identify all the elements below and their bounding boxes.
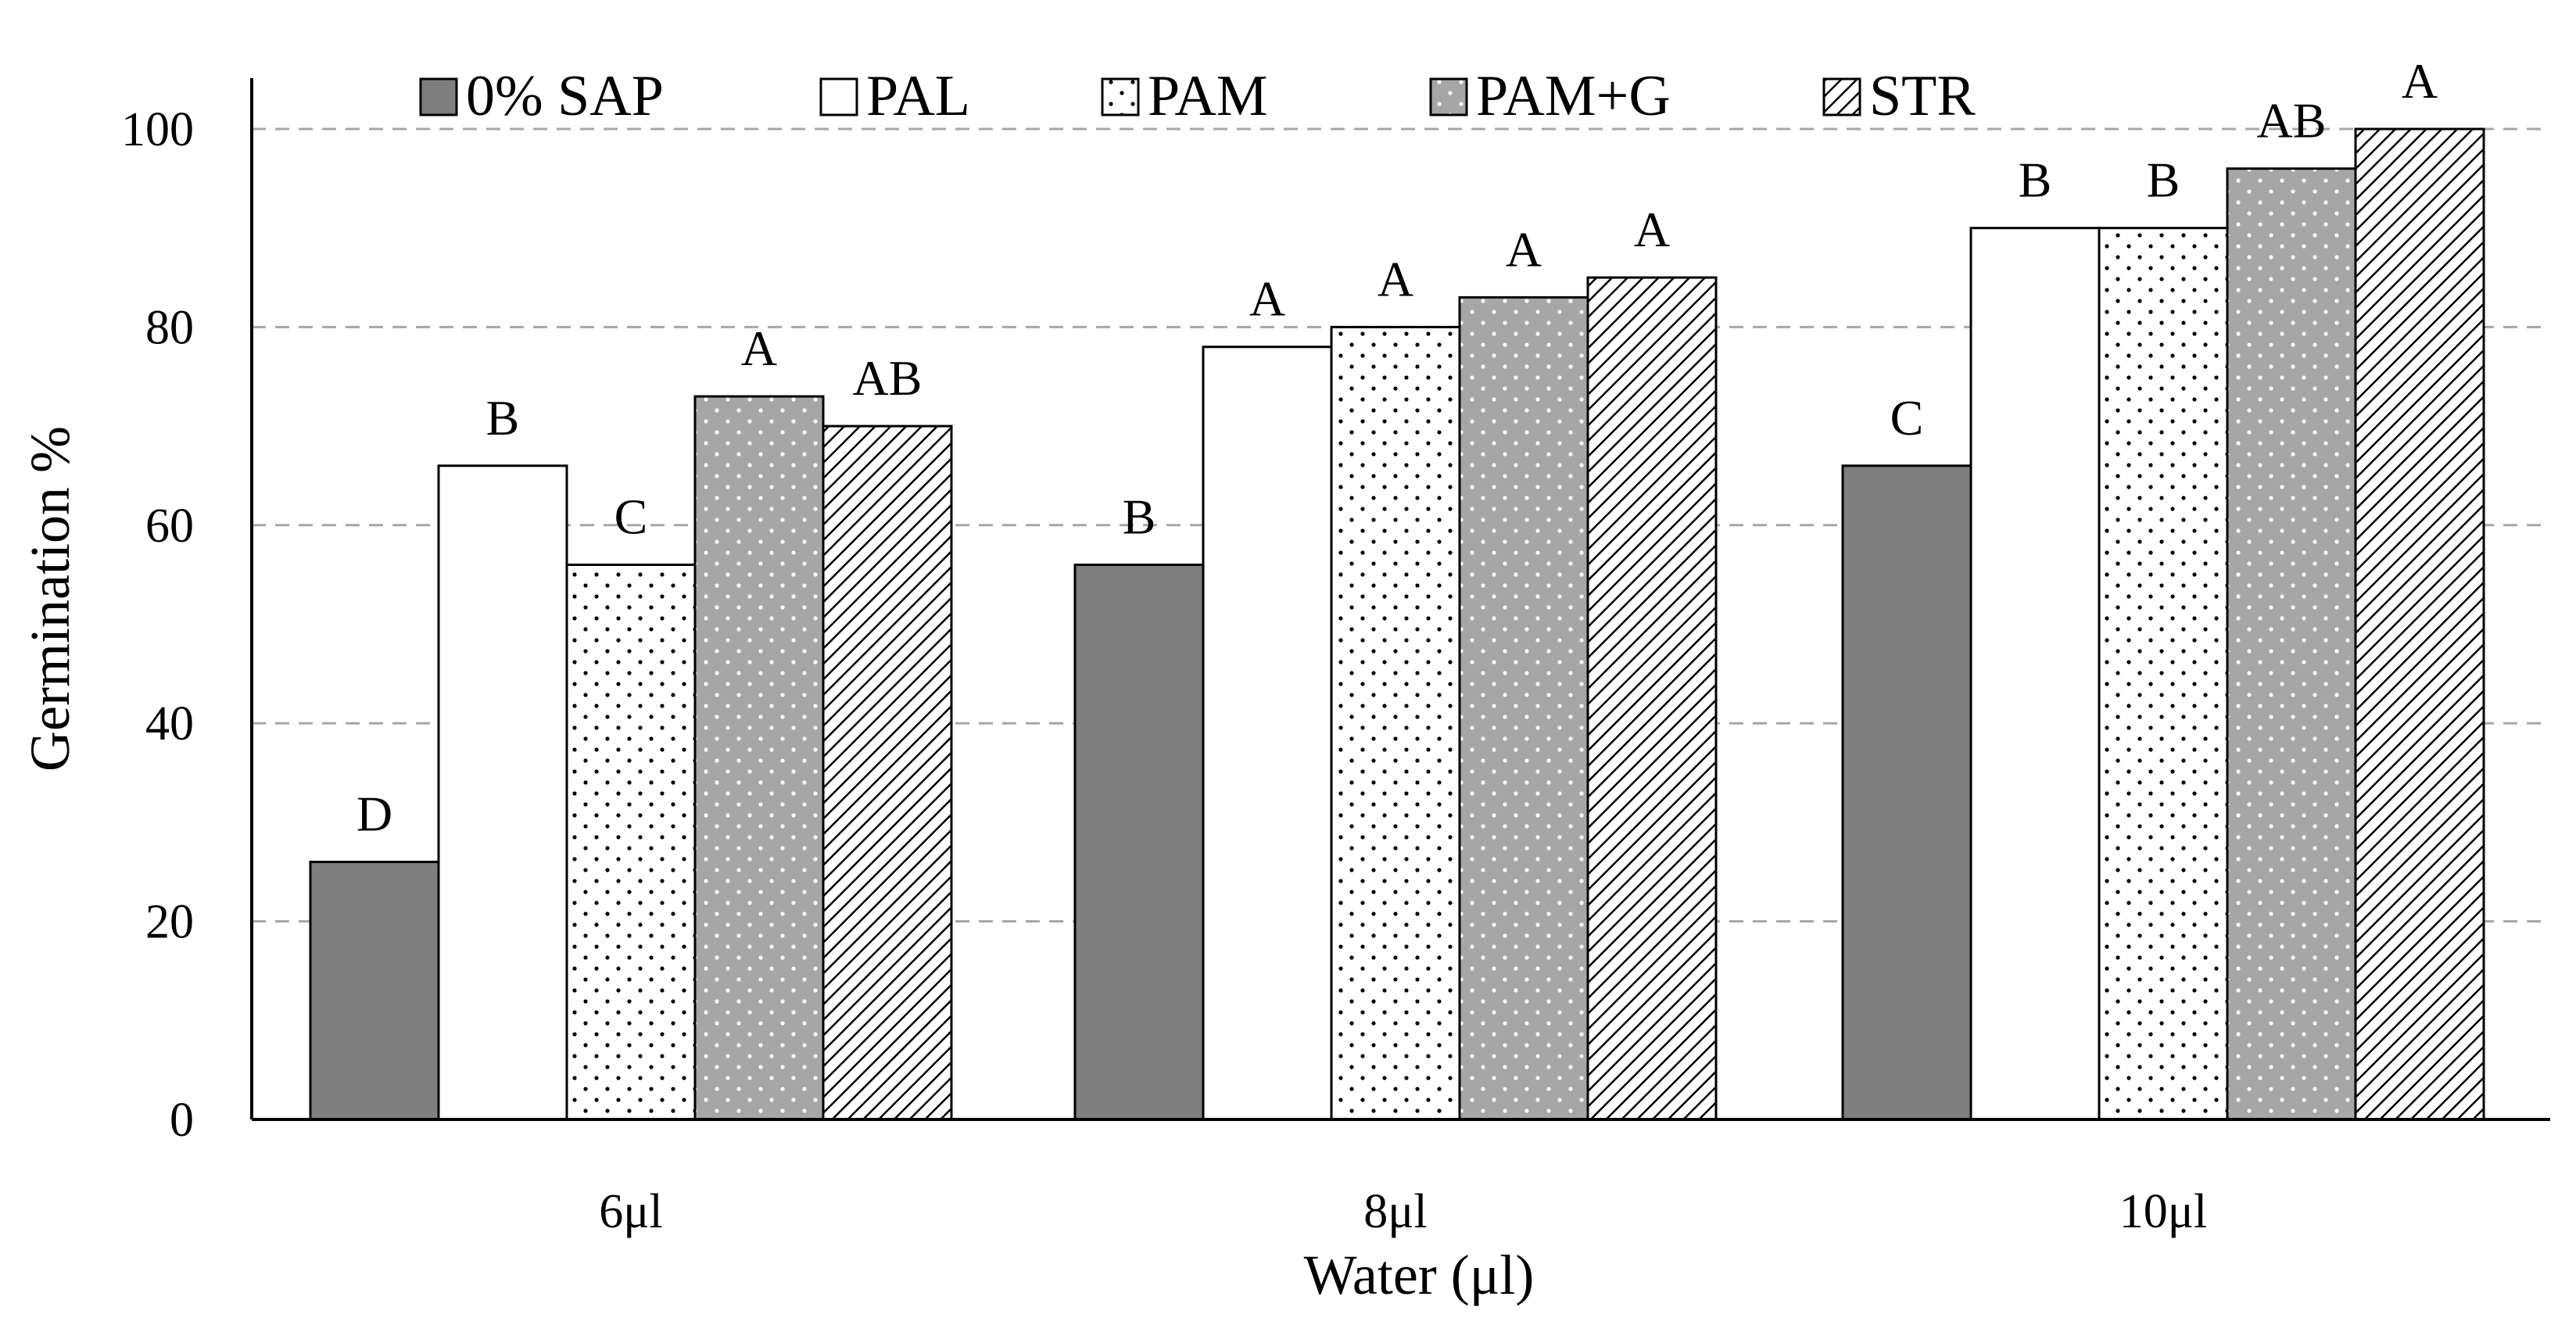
bar-significance-letter: B bbox=[2147, 152, 2180, 208]
bar bbox=[1586, 276, 1718, 1121]
bars bbox=[309, 127, 2485, 1121]
bar-significance-letter: A bbox=[1634, 202, 1670, 257]
legend-swatch bbox=[419, 77, 458, 116]
legend-label: PAL bbox=[866, 64, 970, 128]
bar bbox=[2354, 127, 2485, 1121]
y-tick-label: 80 bbox=[145, 301, 194, 354]
y-tick-labels: 0 20 40 60 80 100 bbox=[121, 103, 194, 1147]
legend-label: PAM bbox=[1148, 64, 1268, 128]
bar-significance-letter: AB bbox=[853, 350, 923, 406]
bar bbox=[1330, 325, 1461, 1121]
legend-swatch bbox=[1101, 77, 1140, 116]
bar bbox=[1969, 227, 2101, 1121]
bar bbox=[2098, 227, 2229, 1121]
bar bbox=[1202, 346, 1333, 1121]
y-tick-label: 60 bbox=[145, 500, 194, 553]
bar-significance-letter: C bbox=[1890, 390, 1924, 446]
bar bbox=[822, 424, 953, 1121]
bar-significance-letter: B bbox=[1123, 489, 1156, 544]
bar-significance-letter: A bbox=[2402, 53, 2438, 109]
legend: 0% SAP PAL PAM PAM+G STR bbox=[419, 64, 1976, 128]
legend-swatch bbox=[1822, 77, 1861, 116]
y-tick-label: 20 bbox=[145, 896, 194, 949]
bar-significance-letter: C bbox=[614, 489, 648, 544]
bar bbox=[565, 563, 697, 1121]
bar-significance-letter: AB bbox=[2257, 93, 2327, 149]
bar bbox=[1841, 464, 1972, 1121]
bar-significance-letter: B bbox=[2019, 152, 2052, 208]
legend-swatch bbox=[1429, 77, 1468, 116]
legend-label: 0% SAP bbox=[466, 64, 664, 128]
bar-significance-letter: A bbox=[1378, 251, 1413, 306]
bar bbox=[693, 395, 825, 1121]
y-tick-label: 40 bbox=[145, 697, 194, 750]
legend-swatch bbox=[819, 77, 858, 116]
y-tick-label: 0 bbox=[170, 1094, 194, 1147]
x-tick-label: 8μl bbox=[1363, 1185, 1427, 1238]
bar-significance-letter: A bbox=[1506, 221, 1542, 277]
bar-significance-letter: A bbox=[741, 321, 777, 376]
bar bbox=[1458, 295, 1589, 1121]
x-tick-labels: 6μl 8μl 10μl bbox=[599, 1185, 2207, 1238]
y-tick-label: 100 bbox=[121, 103, 194, 156]
x-tick-label: 10μl bbox=[2119, 1185, 2207, 1238]
bar-significance-letter: B bbox=[486, 390, 520, 446]
bar bbox=[2226, 167, 2357, 1121]
bar bbox=[309, 861, 440, 1121]
bar-significance-letter: D bbox=[356, 786, 392, 842]
x-axis-title: Water (μl) bbox=[1304, 1244, 1535, 1306]
y-axis-title: Germination % bbox=[19, 426, 81, 772]
x-tick-label: 6μl bbox=[599, 1185, 662, 1238]
bar bbox=[1073, 563, 1205, 1121]
bar-significance-letter: A bbox=[1249, 271, 1285, 327]
legend-label: PAM+G bbox=[1476, 64, 1671, 128]
bar bbox=[437, 464, 568, 1121]
legend-label: STR bbox=[1869, 64, 1976, 128]
